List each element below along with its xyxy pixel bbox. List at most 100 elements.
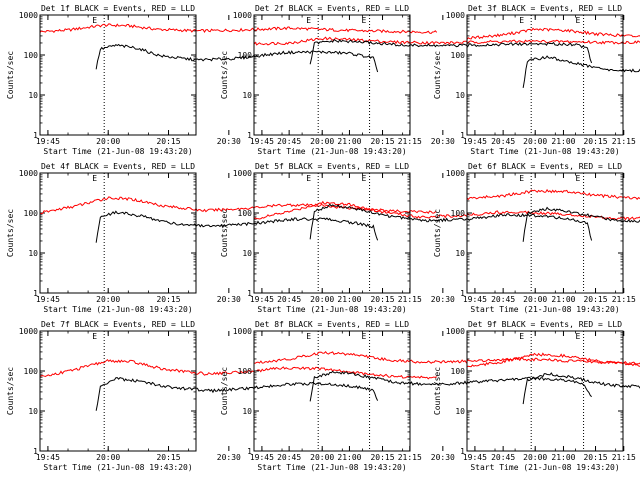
detector-panel: Det 7f BLACK = Events, RED = LLD Counts/s… [6, 320, 437, 472]
x-tick-label: 20:00 [310, 295, 334, 304]
x-tick-label: 20:00 [310, 453, 334, 462]
events-series-line [309, 203, 593, 241]
x-axis-label: Start Time (21-Jun-08 19:43:20) [257, 463, 406, 472]
y-tick-label: 100 [238, 51, 253, 60]
x-tick-label: 20:00 [96, 137, 120, 146]
x-tick-label: 21:15 [612, 137, 636, 146]
y-tick-label: 10 [455, 407, 465, 416]
x-tick-label: 20:15 [583, 453, 607, 462]
detector-panel: Det 3f BLACK = Events, RED = LLD Counts/s… [433, 4, 640, 156]
x-tick-label: 20:15 [370, 295, 394, 304]
y-tick-label: 100 [451, 209, 466, 218]
events-series-line [522, 206, 640, 242]
marker-letter: E [519, 174, 524, 183]
x-axis-label: Start Time (21-Jun-08 19:43:20) [43, 147, 192, 156]
x-tick-label: 21:00 [551, 453, 575, 462]
y-tick-label: 10 [28, 249, 38, 258]
panel-title: Det 6f BLACK = Events, RED = LLD [468, 162, 622, 171]
y-tick-label: 100 [24, 367, 39, 376]
y-axis-label: Counts/sec [220, 367, 229, 415]
detector-panel: Det 4f BLACK = Events, RED = LLD Counts/s… [6, 162, 437, 314]
events-series-line [309, 38, 593, 65]
x-tick-label: 20:15 [156, 137, 180, 146]
x-tick-label: 21:15 [398, 137, 422, 146]
y-tick-label: 100 [451, 51, 466, 60]
x-tick-label: 20:30 [217, 295, 241, 304]
x-tick-label: 20:15 [156, 295, 180, 304]
x-tick-label: 20:00 [310, 137, 334, 146]
y-tick-label: 10 [242, 249, 252, 258]
x-axis-label: Start Time (21-Jun-08 19:43:20) [257, 147, 406, 156]
marker-letter: E [306, 174, 311, 183]
x-tick-label: 19:45 [250, 137, 274, 146]
detector-panel: Det 8f BLACK = Events, RED = LLD Counts/s… [220, 320, 640, 472]
lld-series-line [39, 359, 437, 380]
x-tick-label: 20:15 [583, 137, 607, 146]
x-tick-label: 19:45 [250, 453, 274, 462]
y-tick-label: 1000 [233, 169, 252, 178]
detector-panel: Det 5f BLACK = Events, RED = LLD Counts/s… [220, 162, 640, 314]
marker-letter: E [306, 332, 311, 341]
plot-frame [39, 172, 197, 294]
marker-letter: E [519, 16, 524, 25]
plot-frame [39, 330, 197, 452]
lld-series-line [39, 23, 438, 34]
y-tick-label: 100 [451, 367, 466, 376]
panel-title: Det 8f BLACK = Events, RED = LLD [255, 320, 409, 329]
marker-letter: E [362, 174, 367, 183]
lld-series-line [466, 27, 640, 40]
y-axis-label: Counts/sec [433, 209, 442, 257]
x-tick-label: 20:45 [491, 453, 515, 462]
x-tick-label: 21:15 [398, 453, 422, 462]
panel-title: Det 4f BLACK = Events, RED = LLD [41, 162, 195, 171]
y-tick-label: 1 [33, 447, 38, 456]
x-tick-label: 20:45 [277, 137, 301, 146]
y-tick-label: 1 [33, 131, 38, 140]
x-tick-label: 20:45 [491, 137, 515, 146]
lld-series-line [466, 352, 640, 368]
y-tick-label: 1000 [19, 11, 38, 20]
lld-series-line [253, 36, 640, 46]
x-tick-label: 21:00 [337, 453, 361, 462]
y-axis-label: Counts/sec [433, 51, 442, 99]
y-tick-label: 1 [460, 447, 465, 456]
plot-frame [253, 172, 411, 294]
marker-letter: E [362, 332, 367, 341]
x-tick-label: 20:30 [217, 453, 241, 462]
x-tick-label: 20:30 [431, 453, 455, 462]
y-tick-label: 1000 [19, 327, 38, 336]
x-tick-label: 21:00 [551, 137, 575, 146]
x-tick-label: 20:00 [523, 137, 547, 146]
events-series-line [309, 370, 592, 402]
y-tick-label: 100 [238, 367, 253, 376]
events-series-line [522, 55, 640, 88]
y-tick-label: 100 [24, 51, 39, 60]
x-axis-label: Start Time (21-Jun-08 19:43:20) [43, 305, 192, 314]
lld-series-line [253, 350, 640, 365]
x-tick-label: 21:15 [398, 295, 422, 304]
events-series-line [95, 376, 379, 411]
y-axis-label: Counts/sec [6, 367, 15, 415]
x-tick-label: 20:00 [523, 295, 547, 304]
plot-frame [466, 330, 624, 452]
events-series-line [522, 372, 640, 405]
y-tick-label: 1000 [446, 11, 465, 20]
x-tick-label: 20:15 [370, 453, 394, 462]
y-tick-label: 1000 [19, 169, 38, 178]
x-tick-label: 19:45 [463, 453, 487, 462]
marker-letter: E [576, 16, 581, 25]
x-tick-label: 20:45 [277, 453, 301, 462]
x-tick-label: 21:15 [612, 453, 636, 462]
panel-title: Det 9f BLACK = Events, RED = LLD [468, 320, 622, 329]
x-tick-label: 19:45 [463, 295, 487, 304]
x-tick-label: 20:45 [491, 295, 515, 304]
x-axis-label: Start Time (21-Jun-08 19:43:20) [470, 147, 619, 156]
panel-title: Det 2f BLACK = Events, RED = LLD [255, 4, 409, 13]
y-axis-label: Counts/sec [6, 209, 15, 257]
x-tick-label: 20:15 [583, 295, 607, 304]
x-tick-label: 20:30 [217, 137, 241, 146]
x-tick-label: 19:45 [36, 453, 60, 462]
events-series-line [95, 210, 379, 243]
marker-letter: E [576, 174, 581, 183]
